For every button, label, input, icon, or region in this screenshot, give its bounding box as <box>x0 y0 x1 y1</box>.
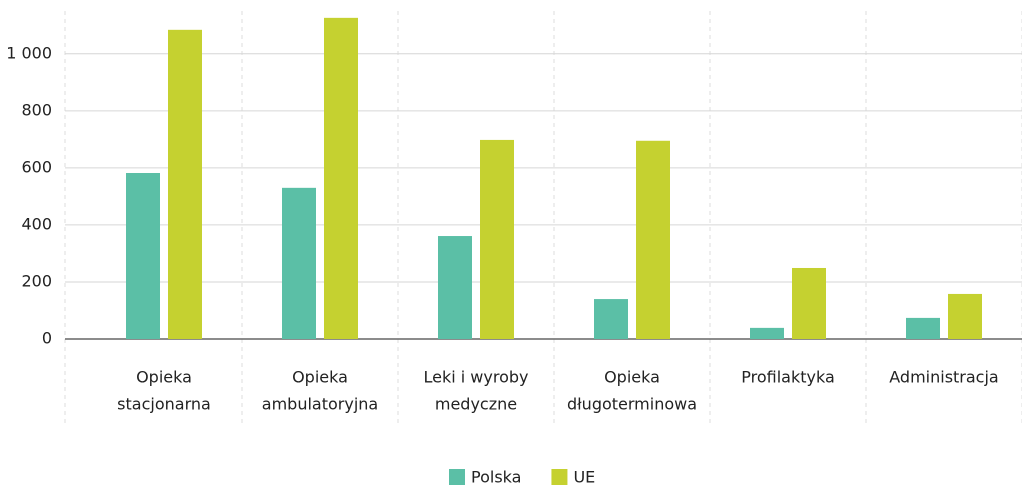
x-tick-label: Opieka <box>292 368 348 387</box>
x-tick-label: medyczne <box>435 395 517 414</box>
y-tick-label: 800 <box>21 100 52 119</box>
bar <box>750 327 784 339</box>
bar <box>906 317 940 339</box>
bar <box>594 299 628 339</box>
legend-swatch <box>449 469 465 485</box>
bar <box>126 173 160 339</box>
bar <box>480 139 514 339</box>
y-tick-label: 200 <box>21 271 52 290</box>
y-tick-label: 1 000 <box>6 43 52 62</box>
legend-label: UE <box>573 468 595 487</box>
bar <box>168 29 202 340</box>
x-tick-label: ambulatoryjna <box>262 395 378 414</box>
bar <box>948 293 982 339</box>
x-tick-label: Profilaktyka <box>741 368 835 387</box>
x-tick-label: Leki i wyroby <box>424 368 529 387</box>
bar <box>282 187 316 339</box>
y-tick-label: 600 <box>21 157 52 176</box>
x-tick-label: długoterminowa <box>567 395 697 414</box>
x-tick-label: Administracja <box>889 368 998 387</box>
bar <box>438 236 472 339</box>
x-tick-label: Opieka <box>136 368 192 387</box>
bar <box>792 267 826 339</box>
legend-label: Polska <box>471 468 521 487</box>
x-tick-label: stacjonarna <box>117 395 211 414</box>
bar <box>636 140 670 339</box>
legend-swatch <box>551 469 568 485</box>
y-tick-label: 0 <box>42 329 52 348</box>
bar <box>324 17 358 340</box>
y-tick-label: 400 <box>21 214 52 233</box>
x-tick-label: Opieka <box>604 368 660 387</box>
